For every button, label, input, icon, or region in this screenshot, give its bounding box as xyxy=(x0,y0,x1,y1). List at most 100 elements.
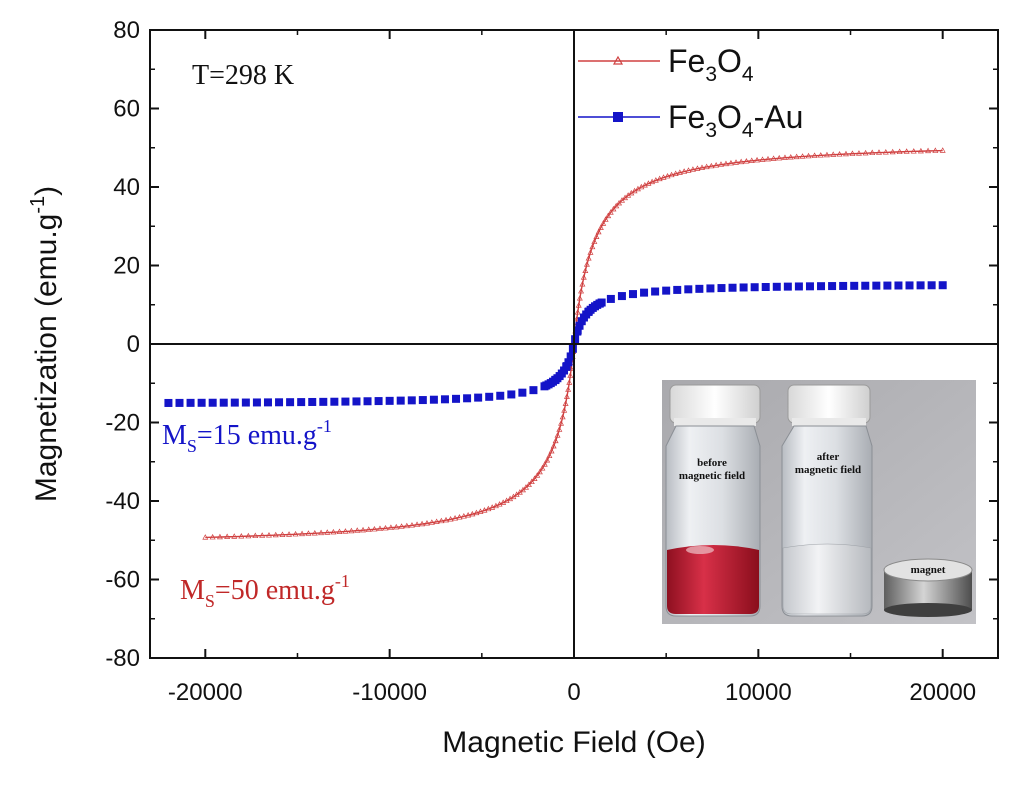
y-tick-label: 60 xyxy=(113,96,140,123)
series-fe3o4-point xyxy=(597,224,604,230)
series-fe3o4-point xyxy=(681,168,688,174)
series-fe3o4-au-point xyxy=(197,398,206,407)
series-fe3o4-au-point xyxy=(208,398,217,407)
series-fe3o4-point xyxy=(481,507,488,513)
series-fe3o4-point xyxy=(299,530,306,537)
series-fe3o4-au-point xyxy=(817,282,826,291)
series-fe3o4-point xyxy=(589,243,596,250)
series-fe3o4-point xyxy=(748,157,755,163)
series-fe3o4-point xyxy=(759,156,766,162)
series-fe3o4-point xyxy=(595,228,602,235)
y-tick-label: 80 xyxy=(113,17,140,44)
series-fe3o4-point xyxy=(910,148,917,154)
series-fe3o4-au-point xyxy=(529,386,538,395)
series-fe3o4-au-point xyxy=(463,394,472,403)
series-fe3o4-point xyxy=(371,525,378,532)
series-fe3o4-point xyxy=(528,478,535,485)
series-fe3o4-point xyxy=(565,386,572,392)
series-fe3o4-au-point xyxy=(606,294,615,303)
series-fe3o4-point xyxy=(676,169,683,175)
series-fe3o4-au-point xyxy=(341,397,350,406)
series-fe3o4-au-point xyxy=(385,396,394,405)
series-fe3o4-au-point xyxy=(772,282,781,291)
series-fe3o4-point xyxy=(428,519,435,525)
series-fe3o4-au-point xyxy=(164,398,173,407)
series-fe3o4-point xyxy=(279,531,286,537)
series-fe3o4-point xyxy=(575,302,582,308)
series-fe3o4-au-point xyxy=(706,284,715,293)
series-fe3o4-point xyxy=(238,533,245,539)
series-fe3o4-au-point xyxy=(330,397,339,406)
series-fe3o4-point xyxy=(534,472,541,478)
series-fe3o4-point xyxy=(561,407,568,413)
series-fe3o4-point xyxy=(896,148,903,155)
y-tick-label: -80 xyxy=(105,645,140,672)
series-fe3o4-au-point xyxy=(794,282,803,291)
vial-before-label-line2: magnetic field xyxy=(679,470,745,482)
series-fe3o4-au-point xyxy=(485,392,494,401)
series-fe3o4-au-point xyxy=(938,281,947,290)
series-fe3o4-point xyxy=(477,508,484,514)
series-fe3o4-point xyxy=(563,393,570,399)
series-fe3o4-point xyxy=(733,159,740,165)
legend-item-fe3o4-au: Fe3O4-Au xyxy=(578,99,803,142)
series-fe3o4-au-point xyxy=(186,398,195,407)
series-fe3o4-point xyxy=(574,309,581,315)
series-fe3o4-point xyxy=(566,379,573,385)
series-fe3o4-point xyxy=(336,528,343,535)
series-fe3o4-point xyxy=(805,152,812,159)
series-fe3o4-au-point xyxy=(651,287,660,296)
series-fe3o4-au-point xyxy=(407,396,416,405)
series-fe3o4-point xyxy=(817,152,824,158)
series-fe3o4-point xyxy=(781,154,788,160)
series-fe3o4-point xyxy=(799,153,806,159)
series-fe3o4-point xyxy=(776,154,783,161)
series-fe3o4-point xyxy=(489,504,496,510)
series-fe3o4-au-point xyxy=(568,344,577,353)
series-fe3o4-point xyxy=(664,172,671,179)
series-fe3o4-point xyxy=(519,486,526,493)
x-tick-label: -10000 xyxy=(352,679,427,706)
series-fe3o4-point xyxy=(793,153,800,160)
series-fe3o4-point xyxy=(544,456,551,463)
series-fe3o4-point xyxy=(580,274,587,280)
y-tick-label: 40 xyxy=(113,174,140,201)
series-fe3o4-point xyxy=(456,514,463,520)
magnet-label: magnet xyxy=(911,564,946,576)
series-fe3o4-au-point xyxy=(750,283,759,292)
series-fe3o4-point xyxy=(558,420,565,426)
series-fe3o4-point xyxy=(903,148,910,154)
series-fe3o4-point xyxy=(754,156,761,163)
series-fe3o4-point xyxy=(562,400,569,406)
series-fe3o4-point xyxy=(602,216,609,222)
series-fe3o4-au-point xyxy=(905,281,914,290)
series-fe3o4-au-point xyxy=(440,395,449,404)
series-fe3o4-point xyxy=(727,159,734,166)
vial-after-cap xyxy=(787,384,871,424)
series-fe3o4-au-point xyxy=(352,397,361,406)
series-fe3o4-point xyxy=(318,529,325,536)
series-fe3o4-point xyxy=(365,526,372,532)
x-tick-label: 20000 xyxy=(909,679,976,706)
series-fe3o4-point xyxy=(849,150,856,156)
series-fe3o4-point xyxy=(348,527,355,534)
series-fe3o4-point xyxy=(330,528,337,535)
series-fe3o4-au-point xyxy=(573,326,582,335)
series-fe3o4-point xyxy=(743,158,750,164)
series-fe3o4-point xyxy=(836,151,843,157)
series-fe3o4-point xyxy=(266,532,272,538)
series-fe3o4-point xyxy=(452,515,459,521)
series-fe3o4-point xyxy=(342,528,349,534)
series-fe3o4-point xyxy=(656,175,663,182)
series-fe3o4-point xyxy=(403,522,410,529)
series-fe3o4-point xyxy=(311,529,318,536)
series-fe3o4-point xyxy=(685,167,692,173)
series-fe3o4-point xyxy=(607,209,614,215)
series-fe3o4-au-point xyxy=(717,284,726,293)
series-fe3o4-au-point xyxy=(319,397,328,406)
series-fe3o4-point xyxy=(583,261,590,267)
series-fe3o4-point xyxy=(591,238,598,244)
series-fe3o4-point xyxy=(718,161,724,167)
series-fe3o4-au-point xyxy=(828,282,837,291)
